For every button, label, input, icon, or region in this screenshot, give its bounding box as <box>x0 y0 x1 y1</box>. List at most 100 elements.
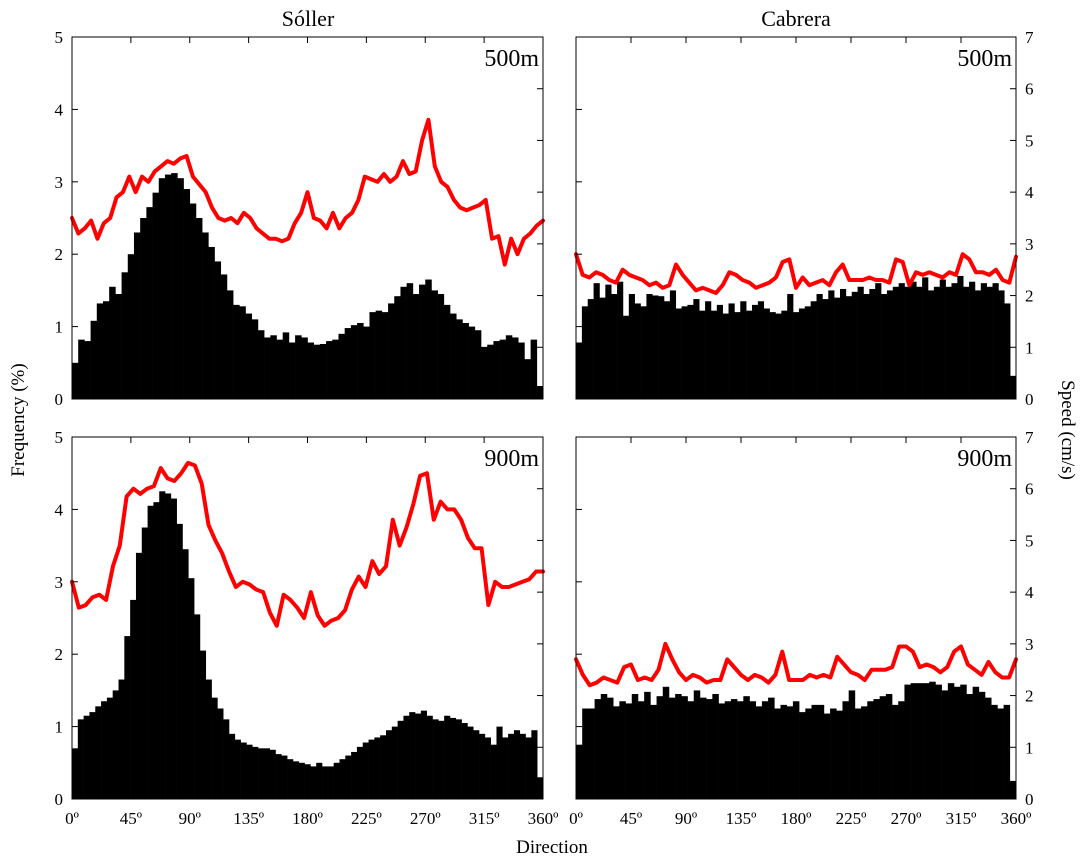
frequency-bar <box>83 715 90 799</box>
frequency-bar <box>525 737 532 799</box>
frequency-bar <box>763 308 770 399</box>
x-tick-label: 0º <box>569 809 583 828</box>
frequency-bar <box>461 722 468 799</box>
y-tick-label-speed: 4 <box>1025 583 1034 602</box>
frequency-bar <box>220 274 228 399</box>
frequency-bar <box>823 713 831 799</box>
frequency-bar <box>892 286 899 399</box>
y-tick-label-speed: 6 <box>1025 80 1034 99</box>
frequency-bar <box>159 491 166 799</box>
y-tick-label-frequency: 1 <box>55 718 64 737</box>
frequency-bar <box>394 296 401 399</box>
frequency-bar <box>716 304 723 399</box>
frequency-bar <box>966 694 973 799</box>
frequency-bar <box>400 286 407 399</box>
panel-3: 0º 45º 90º 135º 180º 225º 270º 315º 360º 0 1 2 3 4 5 90… <box>55 428 559 828</box>
frequency-bar <box>755 706 763 799</box>
frequency-bar <box>954 686 961 799</box>
frequency-bar <box>646 294 653 399</box>
frequency-bar <box>229 733 236 799</box>
frequency-bar <box>582 708 589 799</box>
frequency-bar <box>863 294 870 399</box>
frequency-bar <box>338 333 345 399</box>
frequency-bar <box>164 174 172 399</box>
frequency-bar <box>493 341 500 399</box>
panel-1: 0 1 2 3 4 5 500m <box>55 28 545 409</box>
frequency-bar <box>699 697 707 799</box>
frequency-bar <box>774 708 781 799</box>
frequency-bar <box>78 339 85 399</box>
frequency-bar <box>467 726 474 799</box>
frequency-bar <box>969 281 976 399</box>
frequency-bar <box>276 339 284 399</box>
frequency-bar <box>536 385 544 399</box>
frequency-bar <box>885 694 893 799</box>
y-tick-label-frequency: 4 <box>55 500 64 519</box>
frequency-bar <box>374 737 381 799</box>
frequency-bar <box>752 304 759 399</box>
frequency-bar <box>916 683 924 799</box>
y-tick-label-speed: 6 <box>1025 480 1034 499</box>
frequency-bar <box>153 502 160 799</box>
frequency-bar <box>202 232 209 399</box>
frequency-bar <box>998 290 1005 399</box>
frequency-bar <box>974 290 982 399</box>
frequency-bar <box>468 326 476 399</box>
frequency-bar <box>687 701 695 799</box>
y-tick-label-speed: 3 <box>1025 235 1034 254</box>
frequency-bar <box>95 706 102 799</box>
frequency-bar <box>710 310 718 399</box>
frequency-bar <box>194 614 201 799</box>
depth-label: 900m <box>484 446 539 472</box>
column-title-right: Cabrera <box>761 6 831 31</box>
frequency-bar <box>391 726 398 799</box>
frequency-bar <box>867 701 874 799</box>
frequency-bar <box>634 303 641 399</box>
frequency-bar <box>263 748 270 799</box>
frequency-bar <box>135 552 143 799</box>
frequency-bar <box>743 696 750 799</box>
frequency-bar <box>368 739 375 799</box>
frequency-bar <box>344 328 352 399</box>
frequency-bar <box>369 312 376 399</box>
y-tick-label-speed: 0 <box>1025 390 1034 409</box>
frequency-bar <box>693 299 700 399</box>
frequency-bar <box>310 766 317 799</box>
frequency-bar <box>146 207 153 399</box>
frequency-bar <box>631 694 639 799</box>
frequency-bar <box>456 319 463 399</box>
frequency-bar <box>165 493 172 799</box>
frequency-bar <box>656 696 664 799</box>
frequency-bar <box>77 719 84 799</box>
frequency-bar <box>183 189 191 399</box>
frequency-bar <box>945 286 952 399</box>
frequency-bar <box>450 313 457 399</box>
y-axis-title-frequency: Frequency (%) <box>8 363 29 476</box>
frequency-bar <box>787 294 794 399</box>
frequency-bar <box>991 704 998 799</box>
frequency-bar <box>513 730 521 799</box>
frequency-bar <box>281 755 288 799</box>
frequency-bar <box>840 288 847 399</box>
frequency-bar <box>904 286 911 399</box>
y-tick-label-frequency: 0 <box>55 790 64 809</box>
frequency-bar <box>481 346 488 399</box>
frequency-bar <box>269 749 276 799</box>
frequency-bar <box>109 286 116 399</box>
frequency-bar <box>332 339 339 399</box>
frequency-bar <box>316 762 323 799</box>
x-tick-label: 90º <box>179 809 201 828</box>
frequency-bar <box>505 335 513 399</box>
frequency-bar <box>496 726 503 799</box>
frequency-bar <box>479 733 486 799</box>
frequency-bar <box>177 178 184 399</box>
frequency-bar <box>992 283 999 399</box>
frequency-bar <box>662 686 670 799</box>
x-tick-label: 360º <box>1001 809 1032 828</box>
frequency-bar <box>406 283 414 399</box>
frequency-bar <box>737 701 744 799</box>
frequency-bar <box>223 719 230 799</box>
frequency-bar <box>922 277 929 399</box>
frequency-bar <box>910 683 918 799</box>
frequency-bar <box>118 679 125 799</box>
